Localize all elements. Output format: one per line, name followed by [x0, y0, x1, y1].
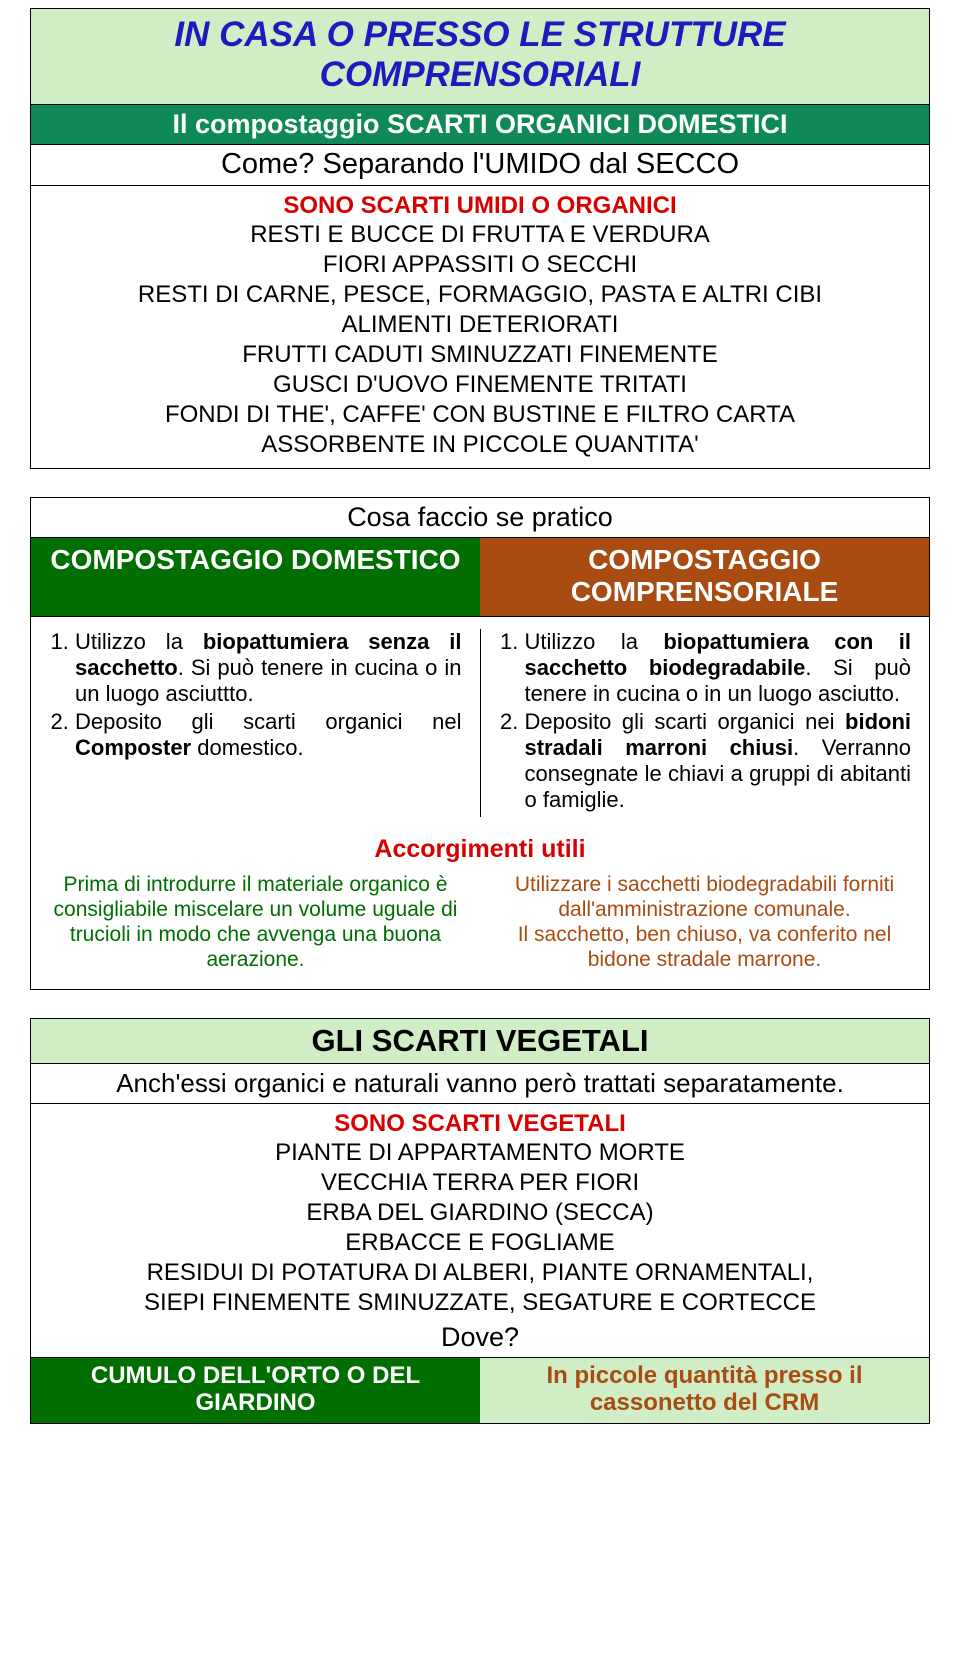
section2-left-col: Utilizzo la biopattumiera senza il sacch… [31, 617, 480, 829]
tip-right: Utilizzare i sacchetti biodegradabili fo… [480, 872, 929, 989]
section-1: IN CASA O PRESSO LE STRUTTURE COMPRENSOR… [30, 8, 930, 469]
list-item: SIEPI FINEMENTE SMINUZZATE, SEGATURE E C… [51, 1288, 909, 1318]
list-item: VECCHIA TERRA PER FIORI [51, 1168, 909, 1198]
list-item: ASSORBENTE IN PICCOLE QUANTITA' [61, 430, 899, 460]
list-item: RESTI DI CARNE, PESCE, FORMAGGIO, PASTA … [61, 280, 899, 310]
list-item: PIANTE DI APPARTAMENTO MORTE [51, 1138, 909, 1168]
section3-right: In piccole quantità presso il cassonetto… [480, 1358, 929, 1423]
list-item: FIORI APPASSITI O SECCHI [61, 250, 899, 280]
list-item: RESIDUI DI POTATURA DI ALBERI, PIANTE OR… [51, 1258, 909, 1288]
section3-footer: CUMULO DELL'ORTO O DEL GIARDINO In picco… [31, 1358, 929, 1423]
section1-title: IN CASA O PRESSO LE STRUTTURE COMPRENSOR… [31, 9, 929, 105]
list-item: ERBACCE E FOGLIAME [51, 1228, 909, 1258]
section2-question: Cosa faccio se pratico [31, 498, 929, 538]
section3-items: PIANTE DI APPARTAMENTO MORTE VECCHIA TER… [31, 1138, 929, 1320]
section3-body: SONO SCARTI VEGETALI PIANTE DI APPARTAME… [31, 1104, 929, 1358]
section2-body: Utilizzo la biopattumiera senza il sacch… [31, 617, 929, 829]
section3-left: CUMULO DELL'ORTO O DEL GIARDINO [31, 1358, 480, 1423]
list-item: FONDI DI THE', CAFFE' CON BUSTINE E FILT… [61, 400, 899, 430]
list-item: FRUTTI CADUTI SMINUZZATI FINEMENTE [61, 340, 899, 370]
section3-line: Anch'essi organici e naturali vanno però… [31, 1064, 929, 1104]
section-2: Cosa faccio se pratico COMPOSTAGGIO DOME… [30, 497, 930, 990]
tip-left: Prima di introdurre il materiale organic… [31, 872, 480, 989]
section1-red-heading: SONO SCARTI UMIDI O ORGANICI [31, 186, 929, 220]
section1-items: RESTI E BUCCE DI FRUTTA E VERDURA FIORI … [31, 220, 929, 468]
section2-headers: COMPOSTAGGIO DOMESTICO COMPOSTAGGIO COMP… [31, 538, 929, 617]
list-item: RESTI E BUCCE DI FRUTTA E VERDURA [61, 220, 899, 250]
list-item: ALIMENTI DETERIORATI [61, 310, 899, 340]
section1-body: SONO SCARTI UMIDI O ORGANICI RESTI E BUC… [31, 186, 929, 468]
list-item: GUSCI D'UOVO FINEMENTE TRITATI [61, 370, 899, 400]
section-3: GLI SCARTI VEGETALI Anch'essi organici e… [30, 1018, 930, 1424]
list-item: ERBA DEL GIARDINO (SECCA) [51, 1198, 909, 1228]
section1-subtitle: Il compostaggio SCARTI ORGANICI DOMESTIC… [31, 105, 929, 145]
section3-title: GLI SCARTI VEGETALI [31, 1019, 929, 1064]
accorgimenti-title: Accorgimenti utili [31, 829, 929, 872]
section3-red-heading: SONO SCARTI VEGETALI [31, 1104, 929, 1138]
tips-row: Prima di introdurre il materiale organic… [31, 872, 929, 989]
section1-question: Come? Separando l'UMIDO dal SECCO [31, 145, 929, 186]
section2-right-header: COMPOSTAGGIO COMPRENSORIALE [480, 538, 929, 616]
section2-left-header: COMPOSTAGGIO DOMESTICO [31, 538, 480, 616]
section2-right-col: Utilizzo la biopattumiera con il sacchet… [481, 617, 930, 829]
section3-dove: Dove? [31, 1320, 929, 1357]
